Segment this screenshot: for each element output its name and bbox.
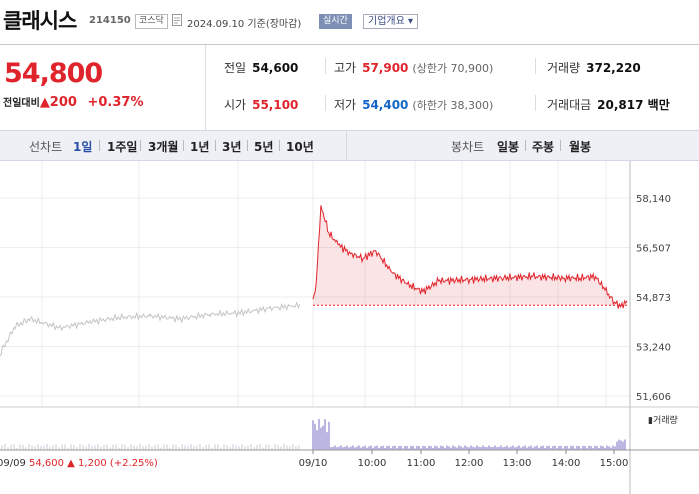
tab-divider (525, 140, 526, 151)
x-tick-label: 12:00 (455, 458, 484, 469)
change-label: 전일대비 (3, 98, 40, 109)
high-label: 고가 (334, 61, 357, 75)
volume-label: 거래량 (547, 61, 581, 75)
low-value: 54,400 (362, 98, 409, 112)
y-tick-label: 54,873 (636, 293, 671, 304)
stat-volume: 거래량 372,220 (547, 59, 641, 76)
chart-period-tabs: 선차트 1일 1주일 3개월 1년 3년 5년 10년 봉차트 일봉 주봉 월봉 (0, 130, 699, 161)
tab-divider (183, 140, 184, 151)
realtime-button[interactable]: 실시간 (319, 14, 352, 29)
amount-label: 거래대금 (547, 98, 592, 112)
y-tick-label: 58,140 (636, 194, 671, 205)
y-tick-label: 56,507 (636, 243, 671, 254)
tab-weekly[interactable]: 주봉 (532, 140, 555, 154)
market-badge: 코스닥 (135, 14, 168, 29)
divider (325, 95, 326, 111)
tab-divider (215, 140, 216, 151)
divider (535, 58, 536, 74)
prev-value: 54,600 (252, 61, 299, 75)
document-icon[interactable] (172, 14, 182, 26)
tab-group-divider (346, 131, 347, 160)
x-tick-label: 10:00 (358, 458, 387, 469)
stat-prev: 전일 54,600 (224, 59, 298, 76)
tab-1day[interactable]: 1일 (73, 140, 93, 154)
prev-session-pct: (+2.25%) (107, 458, 158, 469)
tab-divider (140, 140, 141, 151)
y-tick-label: 51,606 (636, 392, 671, 403)
date-status: 2024.09.10 기준(장마감) (187, 19, 302, 30)
change-row: 전일대비▲200 +0.37% (3, 94, 143, 110)
change-percent: +0.37% (87, 95, 144, 110)
x-tick-label: 15:00 (600, 458, 629, 469)
price-box: 54,800 전일대비▲200 +0.37% (0, 45, 206, 131)
stock-code: 214150 (89, 15, 131, 26)
prev-session-line (0, 301, 301, 356)
tab-daily[interactable]: 일봉 (497, 140, 520, 154)
volume-legend[interactable]: ▮거래량 (648, 416, 678, 426)
line-chart-label: 선차트 (29, 140, 63, 154)
candle-chart-label: 봉차트 (451, 140, 485, 154)
plot-area (0, 161, 630, 407)
tab-divider (279, 140, 280, 151)
open-label: 시가 (224, 98, 247, 112)
tab-10year[interactable]: 10년 (286, 140, 314, 154)
low-label: 저가 (334, 98, 357, 112)
prev-session-date: 09/09 (0, 458, 26, 469)
divider (325, 58, 326, 74)
prev-session-info: 09/09 54,600 ▲ 1,200 (+2.25%) (0, 458, 158, 469)
current-session-area (313, 205, 627, 309)
intraday-price-chart: 58,140 56,507 54,873 53,240 51,606 09/10 10:00… (0, 161, 699, 494)
stock-name: 클래시스 (3, 9, 77, 33)
tab-divider (560, 140, 561, 151)
stat-low: 저가 54,400 (하한가 38,300) (334, 96, 493, 113)
tab-3year[interactable]: 3년 (222, 140, 242, 154)
prev-session-change: ▲ 1,200 (64, 458, 107, 469)
stat-amount: 거래대금 20,817 백만 (547, 96, 670, 113)
tab-divider (247, 140, 248, 151)
amount-value: 20,817 백만 (597, 98, 670, 112)
stock-header: 클래시스 214150 코스닥 2024.09.10 기준(장마감) 실시간 기… (0, 0, 699, 45)
tab-1year[interactable]: 1년 (190, 140, 210, 154)
divider (535, 95, 536, 111)
x-tick-label: 09/10 (299, 458, 328, 469)
x-tick-label: 14:00 (552, 458, 581, 469)
open-value: 55,100 (252, 98, 299, 112)
tab-monthly[interactable]: 월봉 (569, 140, 592, 154)
tab-3month[interactable]: 3개월 (148, 140, 179, 154)
volume-legend-label: 거래량 (652, 416, 678, 426)
stat-open: 시가 55,100 (224, 96, 298, 113)
upper-limit: (상한가 70,900) (412, 62, 494, 75)
y-tick-label: 53,240 (636, 342, 671, 353)
prev-label: 전일 (224, 61, 247, 75)
current-session-line (312, 205, 628, 309)
current-price: 54,800 (4, 58, 103, 89)
company-overview-dropdown[interactable]: 기업개요 ▾ (363, 14, 418, 29)
volume-value: 372,220 (586, 61, 641, 75)
lower-limit: (하한가 38,300) (412, 99, 494, 112)
x-tick-label: 11:00 (407, 458, 436, 469)
stat-high: 고가 57,900 (상한가 70,900) (334, 59, 493, 76)
high-value: 57,900 (362, 61, 409, 75)
prev-session-close: 54,600 (26, 458, 64, 469)
tab-divider (99, 140, 100, 151)
tab-5year[interactable]: 5년 (254, 140, 274, 154)
change-amount: ▲200 (39, 95, 77, 110)
tab-1week[interactable]: 1주일 (107, 140, 138, 154)
x-tick-label: 13:00 (503, 458, 532, 469)
